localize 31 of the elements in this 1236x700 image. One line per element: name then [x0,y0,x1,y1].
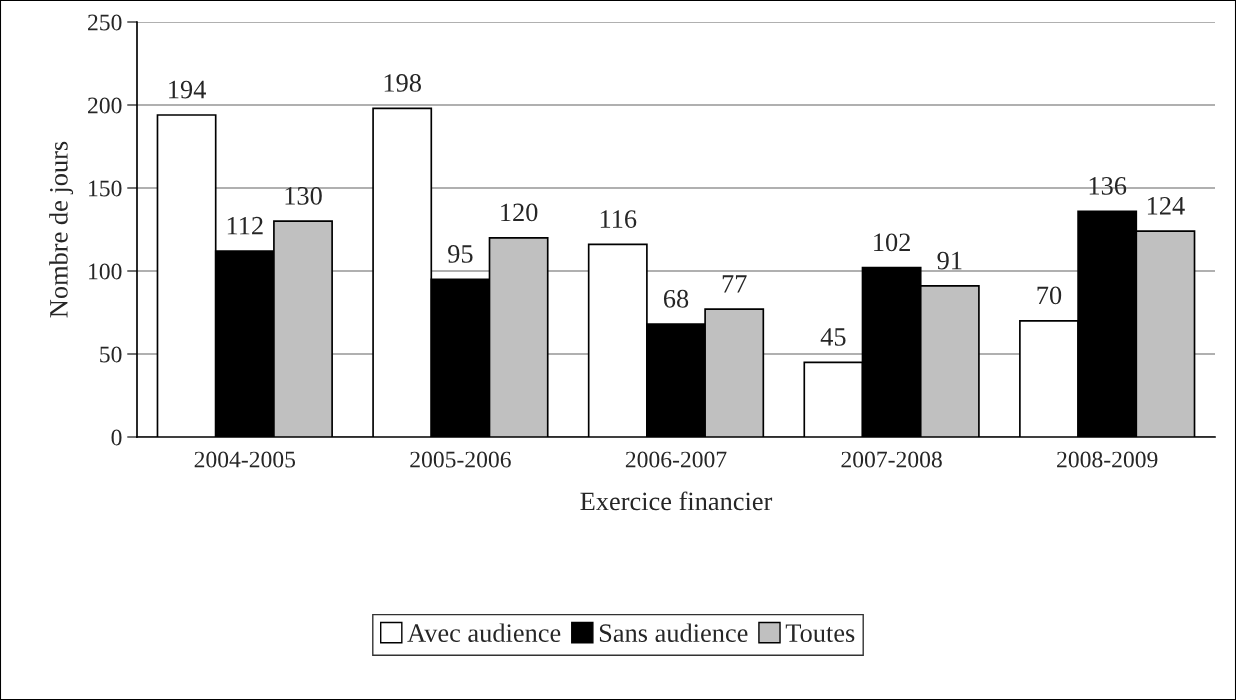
y-tick-label: 100 [89,263,122,280]
y-tick-label: 150 [89,180,122,197]
data-label: 130 [285,186,322,205]
legend-label: Sans audience [599,623,748,643]
data-label: 95 [448,245,473,263]
x-tick-label: 2008-2009 [1057,451,1158,468]
data-label: 102 [874,233,910,252]
y-axis-title: Nombre de jours [49,141,74,318]
x-axis-title: Exercice financier [580,491,773,511]
data-label: 124 [1147,196,1185,215]
data-label: 198 [384,74,421,92]
data-label: 68 [663,289,689,308]
data-label: 116 [600,210,637,228]
data-label: 112 [227,216,263,235]
y-tick-label: 200 [88,97,122,114]
x-tick-label: 2005-2006 [410,451,511,468]
data-label: 194 [169,80,206,99]
data-label: 120 [501,203,538,222]
legend-label: Toutes [785,624,855,643]
data-label: 45 [820,328,846,346]
data-label: 77 [722,275,747,293]
x-tick-label: 2006-2007 [625,451,727,468]
y-tick-label: 50 [100,346,122,363]
data-label: 136 [1089,177,1127,195]
x-tick-label: 2004-2005 [194,451,296,468]
y-tick-label: 250 [88,14,122,31]
legend-label: Avec audience [407,623,561,643]
y-tick-label: 0 [111,429,122,446]
data-label: 70 [1037,286,1062,305]
x-tick-label: 2007-2008 [841,451,942,468]
data-label: 91 [937,251,962,270]
